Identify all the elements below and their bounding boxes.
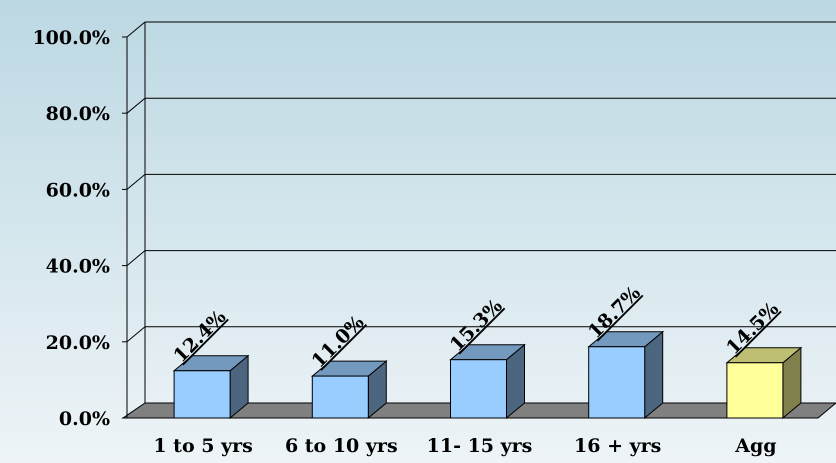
y-tick-label: 20.0% [46, 332, 110, 354]
x-tick-label: 6 to 10 yrs [285, 435, 398, 457]
grid-diagonal [126, 250, 146, 266]
x-tick-label: Agg [734, 435, 776, 457]
grid-diagonal [126, 326, 146, 343]
grid-diagonal [126, 21, 146, 38]
bar [450, 359, 507, 419]
x-tick-label: 16 + yrs [574, 435, 661, 457]
x-tick-label: 1 to 5 yrs [153, 435, 252, 457]
bar [588, 346, 646, 419]
grid-diagonal [126, 174, 146, 190]
bar [311, 375, 369, 419]
y-tick-label: 100.0% [32, 27, 110, 49]
y-tick-label: 60.0% [46, 179, 110, 201]
y-tick-label: 40.0% [46, 256, 110, 278]
grid-diagonal [126, 97, 146, 114]
bar [173, 370, 231, 419]
bar [726, 362, 784, 419]
y-tick-label: 0.0% [59, 408, 110, 430]
x-tick-label: 11- 15 yrs [427, 435, 533, 457]
y-tick-label: 80.0% [46, 103, 110, 125]
